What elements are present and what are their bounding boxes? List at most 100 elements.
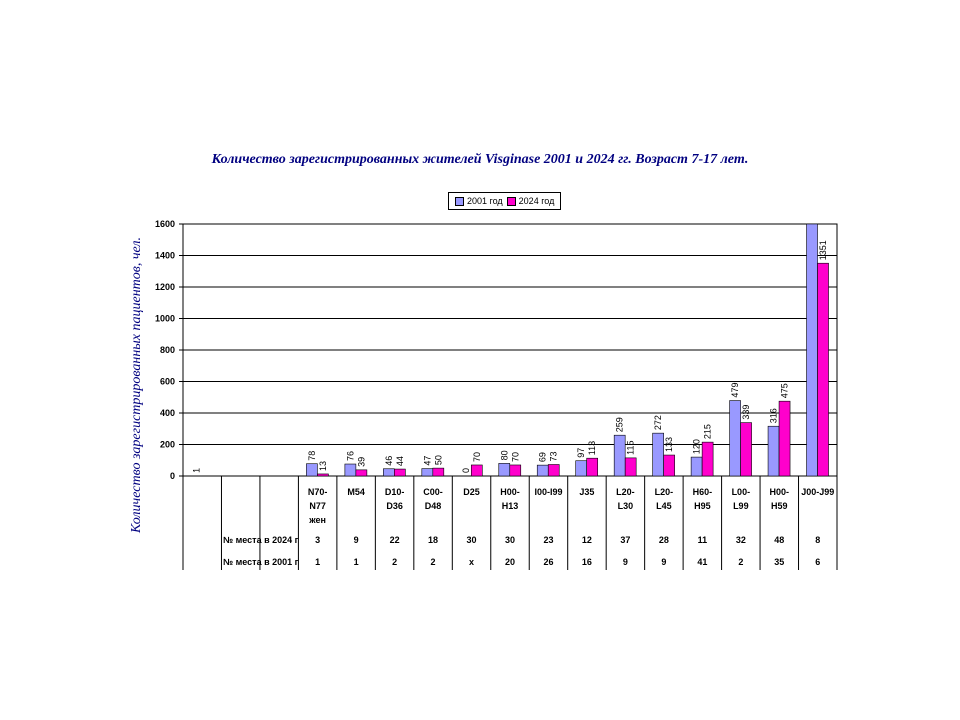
table-cell: 41 bbox=[697, 557, 707, 567]
category-label: D48 bbox=[425, 501, 442, 511]
bar-2024 bbox=[317, 473, 329, 477]
bar-2001 bbox=[767, 425, 780, 477]
legend-label-2024: 2024 год bbox=[518, 196, 555, 206]
table-cell: 37 bbox=[620, 535, 630, 545]
legend-swatch-2024 bbox=[506, 196, 516, 206]
table-cell: 9 bbox=[354, 535, 359, 545]
bar-2001 bbox=[344, 463, 357, 477]
table-cell: 30 bbox=[505, 535, 515, 545]
y-tick-label: 600 bbox=[160, 377, 175, 387]
bar-value-label: 0 bbox=[461, 468, 471, 473]
bar-value-label: 80 bbox=[499, 450, 509, 460]
table-cell: 6 bbox=[815, 557, 820, 567]
category-label: M54 bbox=[347, 487, 365, 497]
table-cell: 12 bbox=[582, 535, 592, 545]
y-tick-label: 1200 bbox=[155, 282, 175, 292]
table-cell: 22 bbox=[390, 535, 400, 545]
bar-2024 bbox=[817, 262, 829, 477]
table-row-label: № места в 2001 г bbox=[223, 557, 299, 567]
category-label: N70- bbox=[308, 487, 328, 497]
table-cell: 18 bbox=[428, 535, 438, 545]
y-tick-label: 0 bbox=[170, 471, 175, 481]
table-cell: 32 bbox=[736, 535, 746, 545]
bar-value-label: 13 bbox=[318, 461, 328, 471]
bar-2024 bbox=[547, 464, 560, 477]
bar-2001 bbox=[690, 456, 703, 477]
bar-value-label: 69 bbox=[538, 452, 548, 462]
table-cell: 2 bbox=[392, 557, 397, 567]
table-cell: 1 bbox=[354, 557, 359, 567]
bar-value-label: 47 bbox=[422, 456, 432, 466]
legend: 2001 год 2024 год bbox=[448, 192, 562, 210]
table-cell: 11 bbox=[698, 535, 708, 545]
table-cell: 2 bbox=[738, 557, 743, 567]
table-row-label: № места в 2024 г bbox=[223, 535, 299, 545]
bar-value-label: 115 bbox=[626, 441, 636, 455]
bar-value-label: 113 bbox=[587, 441, 597, 455]
category-label: I00-I99 bbox=[534, 487, 562, 497]
category-label: J00-J99 bbox=[801, 487, 834, 497]
category-label: L45 bbox=[656, 501, 672, 511]
bar-2024 bbox=[624, 457, 637, 477]
table-cell: 8 bbox=[815, 535, 820, 545]
bar-2024 bbox=[394, 468, 406, 477]
category-label: L99 bbox=[733, 501, 749, 511]
bar-2024 bbox=[509, 464, 522, 477]
bar-2024 bbox=[355, 469, 368, 477]
table-cell: 3 bbox=[315, 535, 320, 545]
bar-2001 bbox=[806, 223, 818, 477]
legend-item-2001: 2001 год bbox=[455, 196, 503, 206]
bar-value-label: 479 bbox=[730, 383, 740, 398]
bar-2001 bbox=[729, 400, 741, 477]
table-cell: 16 bbox=[582, 557, 592, 567]
bar-2001 bbox=[536, 464, 549, 477]
bar-value-label: 133 bbox=[664, 437, 674, 452]
bar-2024 bbox=[663, 454, 675, 477]
category-label: D25 bbox=[463, 487, 480, 497]
bar-2001 bbox=[421, 468, 434, 477]
bar-2001 bbox=[575, 460, 588, 477]
table-cell: 23 bbox=[543, 535, 553, 545]
bar-2024 bbox=[778, 400, 791, 477]
bar-2001 bbox=[613, 434, 626, 477]
bar-value-label: 73 bbox=[549, 451, 559, 461]
bar-value-label: 316 bbox=[769, 408, 779, 423]
bar-value-label: 259 bbox=[615, 417, 625, 432]
table-cell: 2 bbox=[431, 557, 436, 567]
table-cell: x bbox=[469, 557, 474, 567]
category-label: J35 bbox=[579, 487, 594, 497]
bar-value-label: 39 bbox=[356, 457, 366, 467]
bar-value-label: 1 bbox=[192, 468, 202, 473]
bar-value-label: 272 bbox=[653, 415, 663, 430]
legend-item-2024: 2024 год bbox=[506, 196, 555, 206]
bar-value-label: 339 bbox=[741, 405, 751, 420]
table-cell: 9 bbox=[623, 557, 628, 567]
chart-title: Количество зарегистрированных жителей Vi… bbox=[211, 152, 749, 167]
table-cell: 30 bbox=[467, 535, 477, 545]
bar-2001 bbox=[498, 463, 511, 477]
category-label: D36 bbox=[386, 501, 403, 511]
bar-value-label: 46 bbox=[384, 456, 394, 466]
table-cell: 9 bbox=[661, 557, 666, 567]
bar-value-label: 70 bbox=[510, 452, 520, 462]
category-label: L20- bbox=[655, 487, 674, 497]
bar-value-label: 70 bbox=[472, 452, 482, 462]
bar-2024 bbox=[586, 457, 599, 477]
bar-value-label: 76 bbox=[345, 451, 355, 461]
table-cell: 26 bbox=[543, 557, 553, 567]
category-label: L30 bbox=[618, 501, 634, 511]
y-tick-label: 800 bbox=[160, 345, 175, 355]
bar-value-label: 50 bbox=[433, 455, 443, 465]
bar-value-label: 1351 bbox=[818, 240, 828, 260]
bar-2024 bbox=[470, 464, 483, 477]
bar-value-label: 120 bbox=[692, 439, 702, 454]
bar-2001 bbox=[383, 468, 395, 477]
table-cell: 1 bbox=[315, 557, 320, 567]
bar-value-label: 44 bbox=[395, 456, 405, 466]
bar-2001 bbox=[652, 432, 664, 477]
bar-value-label: 97 bbox=[576, 448, 586, 458]
category-label: H95 bbox=[694, 501, 711, 511]
category-label: H00- bbox=[770, 487, 790, 497]
bar-2024 bbox=[701, 441, 714, 477]
